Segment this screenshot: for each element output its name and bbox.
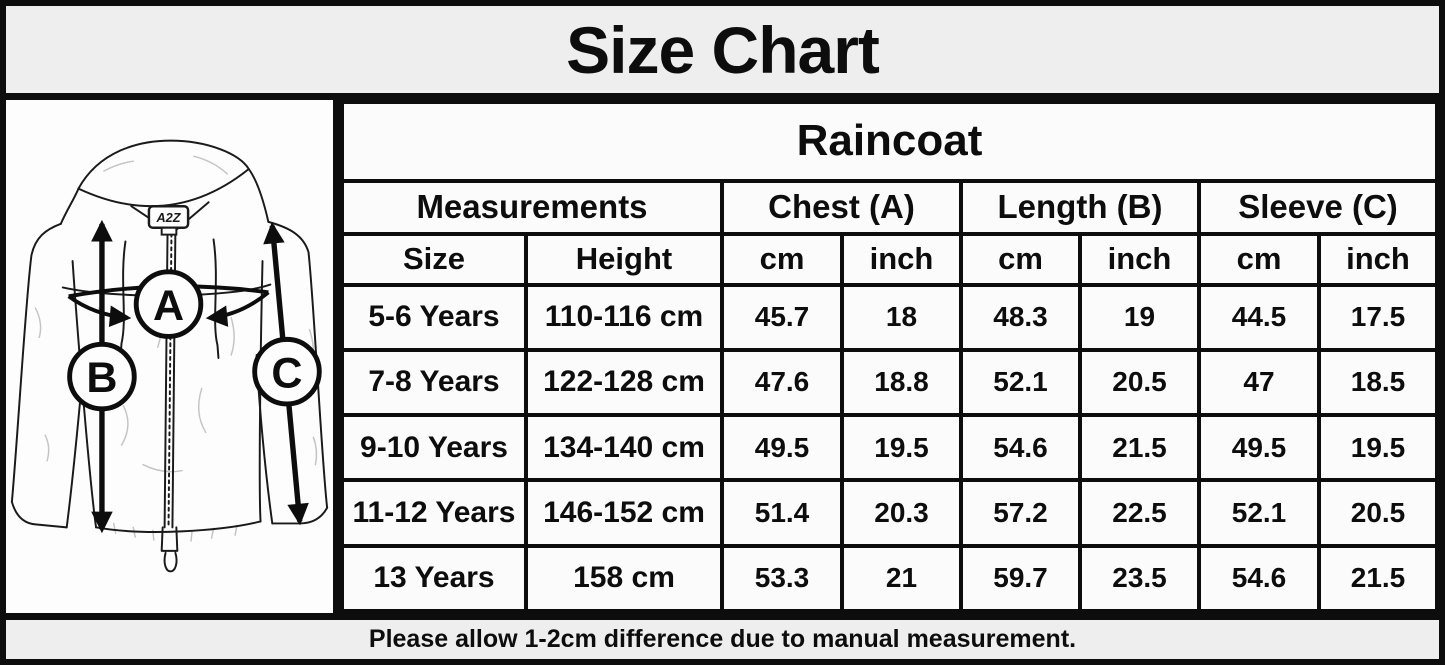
size-table: Raincoat Measurements Chest (A) Length (… <box>340 100 1439 614</box>
size-cell: 13 Years <box>340 543 528 614</box>
marker-c: C <box>252 336 322 407</box>
size-table-pane: Raincoat Measurements Chest (A) Length (… <box>340 100 1439 614</box>
marker-b: B <box>67 341 137 412</box>
sub-header-length-inch: inch <box>1078 231 1201 287</box>
length-cm-cell: 57.2 <box>959 478 1082 548</box>
content-area: A2Z <box>6 100 1439 614</box>
chest-cm-cell: 47.6 <box>720 347 844 418</box>
sleeve-cm-cell: 44.5 <box>1197 282 1321 352</box>
table-row: 7-8 Years 122-128 cm 47.6 18.8 52.1 20.5… <box>340 347 1439 418</box>
group-header-measurements: Measurements <box>340 178 724 236</box>
title-bar: Size Chart <box>6 6 1439 100</box>
raincoat-illustration: A2Z <box>10 139 329 573</box>
sleeve-inch-cell: 19.5 <box>1317 413 1439 483</box>
sub-header-chest-inch: inch <box>840 231 963 287</box>
length-cm-cell: 52.1 <box>959 347 1082 418</box>
raincoat-diagram-pane: A2Z <box>6 100 340 613</box>
marker-a: A <box>133 269 204 339</box>
chest-inch-cell: 18 <box>840 282 963 352</box>
table-row: 5-6 Years 110-116 cm 45.7 18 48.3 19 44.… <box>340 282 1439 352</box>
hood-outline <box>77 139 270 223</box>
table-row-sub-headers: Size Height cm inch cm inch cm inch <box>340 231 1439 287</box>
sleeve-inch-cell: 21.5 <box>1317 543 1439 614</box>
table-row-product: Raincoat <box>340 100 1439 183</box>
height-cell: 110-116 cm <box>524 282 724 352</box>
sleeve-inch-cell: 17.5 <box>1317 282 1439 352</box>
right-drawstring <box>212 238 220 359</box>
measurement-disclaimer: Please allow 1-2cm difference due to man… <box>368 625 1077 653</box>
brand-label: A2Z <box>147 204 190 236</box>
sub-header-size: Size <box>340 231 528 287</box>
length-cm-cell: 54.6 <box>959 413 1082 483</box>
left-drawstring <box>119 240 127 357</box>
sub-header-sleeve-inch: inch <box>1317 231 1439 287</box>
length-inch-cell: 20.5 <box>1078 347 1201 418</box>
size-cell: 7-8 Years <box>340 347 528 418</box>
marker-a-letter: A <box>153 282 184 330</box>
left-cuff <box>10 500 68 529</box>
page-title: Size Chart <box>566 12 880 87</box>
sub-header-chest-cm: cm <box>720 231 844 287</box>
hood-opening <box>77 168 250 208</box>
table-row-group-headers: Measurements Chest (A) Length (B) Sleeve… <box>340 178 1439 236</box>
bottom-zipper-pull <box>160 526 179 573</box>
sleeve-cm-cell: 54.6 <box>1197 543 1321 614</box>
group-header-length: Length (B) <box>959 178 1201 236</box>
length-inch-cell: 19 <box>1078 282 1201 352</box>
sleeve-inch-cell: 18.5 <box>1317 347 1439 418</box>
sleeve-inch-cell: 20.5 <box>1317 478 1439 548</box>
sub-header-length-cm: cm <box>959 231 1082 287</box>
chest-inch-cell: 18.8 <box>840 347 963 418</box>
chest-inch-cell: 19.5 <box>840 413 963 483</box>
length-inch-cell: 23.5 <box>1078 543 1201 614</box>
marker-c-letter: C <box>271 349 302 397</box>
size-cell: 5-6 Years <box>340 282 528 352</box>
table-row: 13 Years 158 cm 53.3 21 59.7 23.5 54.6 2… <box>340 543 1439 614</box>
sleeve-cm-cell: 52.1 <box>1197 478 1321 548</box>
size-cell: 11-12 Years <box>340 478 528 548</box>
marker-b-letter: B <box>86 354 117 402</box>
length-inch-cell: 22.5 <box>1078 478 1201 548</box>
chest-inch-cell: 20.3 <box>840 478 963 548</box>
height-cell: 146-152 cm <box>524 478 724 548</box>
sub-header-height: Height <box>524 231 724 287</box>
chest-cm-cell: 53.3 <box>720 543 844 614</box>
hood-left-edge <box>59 187 80 225</box>
length-inch-cell: 21.5 <box>1078 413 1201 483</box>
table-row: 9-10 Years 134-140 cm 49.5 19.5 54.6 21.… <box>340 413 1439 483</box>
left-sleeve-outer <box>10 222 62 503</box>
group-header-sleeve: Sleeve (C) <box>1197 178 1439 236</box>
length-cm-cell: 59.7 <box>959 543 1082 614</box>
brand-label-text: A2Z <box>156 210 182 225</box>
chest-cm-cell: 45.7 <box>720 282 844 352</box>
height-cell: 122-128 cm <box>524 347 724 418</box>
chest-cm-cell: 51.4 <box>720 478 844 548</box>
sleeve-cm-cell: 47 <box>1197 347 1321 418</box>
table-row: 11-12 Years 146-152 cm 51.4 20.3 57.2 22… <box>340 478 1439 548</box>
height-cell: 158 cm <box>524 543 724 614</box>
length-cm-cell: 48.3 <box>959 282 1082 352</box>
chest-cm-cell: 49.5 <box>720 413 844 483</box>
body-hem <box>95 520 262 533</box>
height-cell: 134-140 cm <box>524 413 724 483</box>
sub-header-sleeve-cm: cm <box>1197 231 1321 287</box>
chest-inch-cell: 21 <box>840 543 963 614</box>
group-header-chest: Chest (A) <box>720 178 963 236</box>
size-cell: 9-10 Years <box>340 413 528 483</box>
footer-bar: Please allow 1-2cm difference due to man… <box>6 613 1439 659</box>
product-header: Raincoat <box>340 100 1439 183</box>
sleeve-cm-cell: 49.5 <box>1197 413 1321 483</box>
